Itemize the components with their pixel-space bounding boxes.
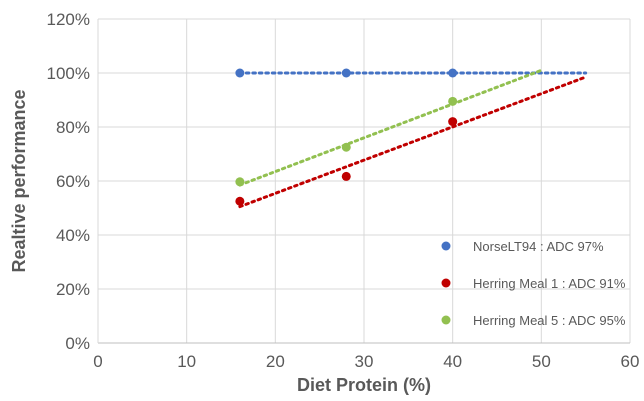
legend-label: Herring Meal 1 : ADC 91% xyxy=(473,276,626,291)
x-tick-label: 50 xyxy=(532,352,551,371)
legend-label: Herring Meal 5 : ADC 95% xyxy=(473,313,626,328)
data-point-series-3 xyxy=(341,142,351,152)
trendline-series-3 xyxy=(238,68,543,187)
legend-marker xyxy=(441,315,451,325)
data-point-series-2 xyxy=(341,171,351,181)
y-tick-label: 20% xyxy=(56,280,90,299)
data-point-series-1 xyxy=(448,68,458,78)
legend: NorseLT94 : ADC 97% Herring Meal 1 : ADC … xyxy=(441,239,626,328)
y-tick-label: 60% xyxy=(56,172,90,191)
y-axis-title: Realtive performance xyxy=(9,89,29,272)
data-points xyxy=(235,68,458,206)
trendline-series-2 xyxy=(238,75,588,209)
x-tick-label: 30 xyxy=(355,352,374,371)
legend-marker xyxy=(441,278,451,288)
grid xyxy=(98,18,631,343)
y-tick-label: 0% xyxy=(65,334,90,353)
data-point-series-3 xyxy=(235,177,245,187)
y-tick-label: 100% xyxy=(47,64,90,83)
data-point-series-3 xyxy=(448,96,458,106)
legend-label: NorseLT94 : ADC 97% xyxy=(473,239,604,254)
y-tick-label: 120% xyxy=(47,10,90,29)
x-tick-label: 10 xyxy=(177,352,196,371)
x-tick-label: 60 xyxy=(621,352,640,371)
x-tick-label: 20 xyxy=(266,352,285,371)
data-point-series-2 xyxy=(235,196,245,206)
data-point-series-1 xyxy=(235,68,245,78)
trendlines xyxy=(238,68,588,209)
y-tick-label: 40% xyxy=(56,226,90,245)
x-tick-label: 0 xyxy=(93,352,102,371)
data-point-series-1 xyxy=(341,68,351,78)
y-tick-label: 80% xyxy=(56,118,90,137)
data-point-series-2 xyxy=(448,117,458,127)
x-tick-label: 40 xyxy=(443,352,462,371)
axes: 0% 20% 40% 60% 80% 100% 120% 0 10 20 30 40 50 60 xyxy=(47,10,640,371)
legend-marker xyxy=(441,241,451,251)
x-axis-title: Diet Protein (%) xyxy=(297,375,431,395)
